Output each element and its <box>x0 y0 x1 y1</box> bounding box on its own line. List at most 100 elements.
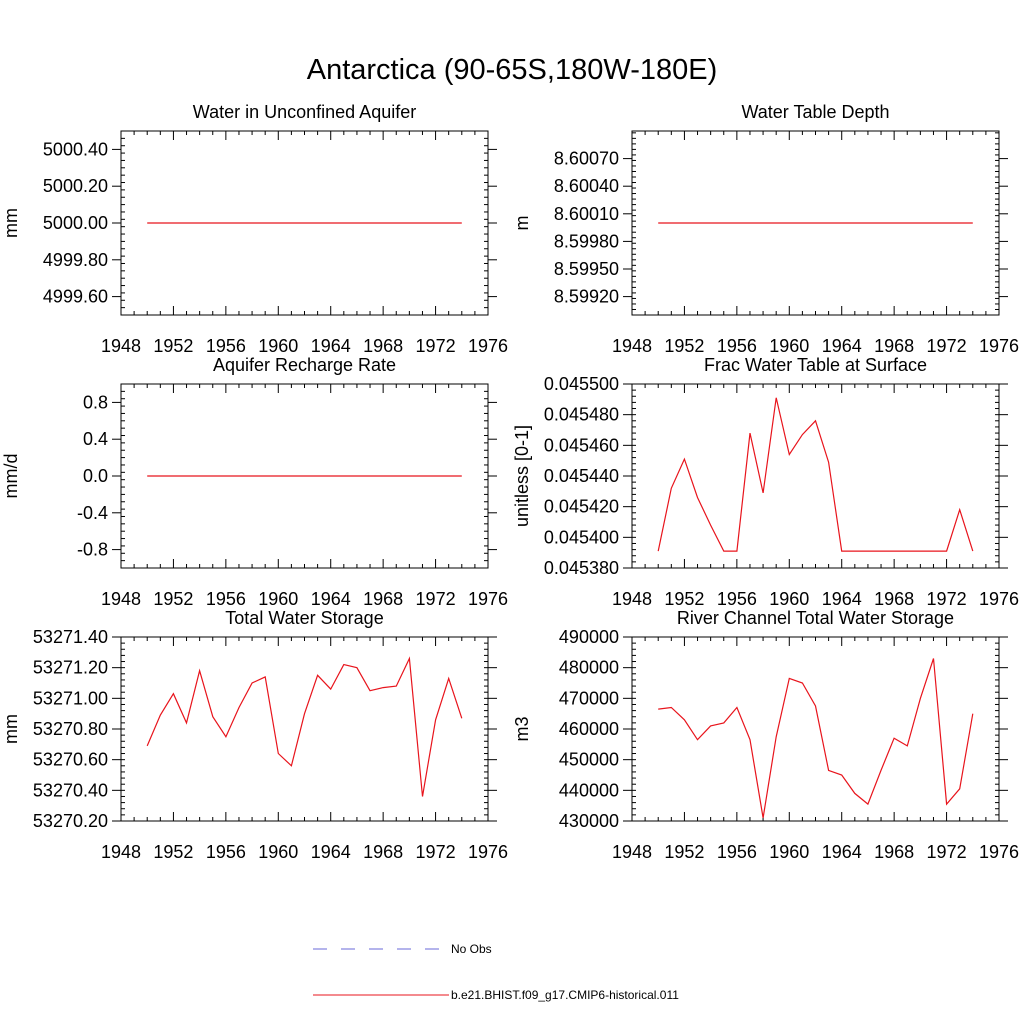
panel-3-xtick-label: 1972 <box>416 589 456 609</box>
panel-1-ytick-label: 4999.60 <box>43 287 108 307</box>
panel-3-xtick-label: 1956 <box>206 589 246 609</box>
panel-1-xtick-label: 1964 <box>311 336 351 356</box>
panel-2-ytick-label: 8.60070 <box>554 149 619 169</box>
panel-2-xtick-label: 1960 <box>769 336 809 356</box>
panel-6-ytick-label: 450000 <box>559 750 619 770</box>
panel-5-ytick-label: 53271.20 <box>33 658 108 678</box>
panel-2-xtick-label: 1968 <box>874 336 914 356</box>
panel-4-xtick-label: 1972 <box>927 589 967 609</box>
panel-4-ytick-label: 0.045400 <box>544 527 619 547</box>
panel-2-xtick-label: 1956 <box>717 336 757 356</box>
panel-3-xtick-label: 1976 <box>468 589 508 609</box>
panel-5-ytick-label: 53270.60 <box>33 750 108 770</box>
panel-5-ytick-label: 53271.00 <box>33 688 108 708</box>
panel-6-xtick-label: 1964 <box>822 842 862 862</box>
panel-4-ytick-label: 0.045380 <box>544 558 619 578</box>
panel-2-ytick-label: 8.59980 <box>554 231 619 251</box>
panel-1-ytick-label: 5000.40 <box>43 139 108 159</box>
panel-4-xtick-label: 1952 <box>664 589 704 609</box>
panel-1-xtick-label: 1976 <box>468 336 508 356</box>
panel-6-series-line <box>658 658 974 818</box>
panel-5-ylabel: mm <box>1 714 21 744</box>
panel-1-xtick-label: 1960 <box>258 336 298 356</box>
panel-4-xtick-label: 1968 <box>874 589 914 609</box>
panel-2-xtick-label: 1948 <box>612 336 652 356</box>
panel-1-xtick-label: 1968 <box>363 336 403 356</box>
panel-3-ytick-label: -0.4 <box>77 503 108 523</box>
panel-3-xtick-label: 1952 <box>153 589 193 609</box>
panel-4-ytick-label: 0.045480 <box>544 405 619 425</box>
panel-1-title: Water in Unconfined Aquifer <box>193 102 416 122</box>
panel-2-xtick-label: 1976 <box>979 336 1019 356</box>
panel-5-ytick-label: 53271.40 <box>33 627 108 647</box>
panel-2-xtick-label: 1964 <box>822 336 862 356</box>
panel-3-title: Aquifer Recharge Rate <box>213 355 396 375</box>
panel-6-xtick-label: 1972 <box>927 842 967 862</box>
panel-5-xtick-label: 1960 <box>258 842 298 862</box>
panel-5-ytick-label: 53270.80 <box>33 719 108 739</box>
panel-5-xtick-label: 1968 <box>363 842 403 862</box>
panel-2-xtick-label: 1952 <box>664 336 704 356</box>
panel-5-ytick-label: 53270.20 <box>33 811 108 831</box>
panel-4-title: Frac Water Table at Surface <box>704 355 927 375</box>
panel-2-title: Water Table Depth <box>741 102 889 122</box>
panel-6-ytick-label: 490000 <box>559 627 619 647</box>
panel-5-plot-frame <box>120 636 489 822</box>
panel-5-xtick-label: 1956 <box>206 842 246 862</box>
panel-6-ytick-label: 480000 <box>559 658 619 678</box>
panel-1-xtick-label: 1952 <box>153 336 193 356</box>
panel-2-ylabel: m <box>512 216 532 231</box>
panel-4-xtick-label: 1956 <box>717 589 757 609</box>
panel-3-xtick-label: 1968 <box>363 589 403 609</box>
panel-4-xtick-label: 1960 <box>769 589 809 609</box>
panel-3-ytick-label: -0.8 <box>77 540 108 560</box>
panel-2-ytick-label: 8.60010 <box>554 204 619 224</box>
panel-1-xtick-label: 1972 <box>416 336 456 356</box>
panel-6-ytick-label: 430000 <box>559 811 619 831</box>
panel-3-ytick-label: 0.0 <box>83 466 108 486</box>
panel-6-xtick-label: 1968 <box>874 842 914 862</box>
panel-4-ytick-label: 0.045500 <box>544 374 619 394</box>
panel-1-xtick-label: 1956 <box>206 336 246 356</box>
panel-3-xtick-label: 1960 <box>258 589 298 609</box>
panel-3-ylabel: mm/d <box>1 454 21 499</box>
panel-5-xtick-label: 1964 <box>311 842 351 862</box>
panel-6-xtick-label: 1976 <box>979 842 1019 862</box>
panel-1-ytick-label: 5000.20 <box>43 176 108 196</box>
panel-6-ytick-label: 470000 <box>559 688 619 708</box>
panel-6-ytick-label: 460000 <box>559 719 619 739</box>
panel-6-plot-frame <box>631 636 1000 822</box>
panel-4-xtick-label: 1948 <box>612 589 652 609</box>
panel-1-ytick-label: 5000.00 <box>43 213 108 233</box>
panel-4-ytick-label: 0.045440 <box>544 466 619 486</box>
panel-4-xtick-label: 1964 <box>822 589 862 609</box>
panel-6-xtick-label: 1952 <box>664 842 704 862</box>
panel-4-ytick-label: 0.045420 <box>544 497 619 517</box>
panel-2-ytick-label: 8.60040 <box>554 176 619 196</box>
panel-4-xtick-label: 1976 <box>979 589 1019 609</box>
panel-4-plot-frame <box>631 383 1000 569</box>
panel-6-ylabel: m3 <box>512 716 532 741</box>
panel-5-xtick-label: 1972 <box>416 842 456 862</box>
panel-1-xtick-label: 1948 <box>101 336 141 356</box>
panel-5-xtick-label: 1948 <box>101 842 141 862</box>
figure-title: Antarctica (90-65S,180W-180E) <box>306 54 718 86</box>
panel-5-series-line <box>146 656 463 797</box>
panel-1-ytick-label: 4999.80 <box>43 250 108 270</box>
panel-6-xtick-label: 1960 <box>769 842 809 862</box>
panel-6-title: River Channel Total Water Storage <box>677 608 954 628</box>
panel-5-title: Total Water Storage <box>225 608 383 628</box>
panel-6-xtick-label: 1956 <box>717 842 757 862</box>
panel-2-ytick-label: 8.59950 <box>554 259 619 279</box>
panel-3-xtick-label: 1948 <box>101 589 141 609</box>
panel-5-ytick-label: 53270.40 <box>33 780 108 800</box>
panel-2-xtick-label: 1972 <box>927 336 967 356</box>
panel-4-ytick-label: 0.045460 <box>544 435 619 455</box>
panel-3-ytick-label: 0.4 <box>83 429 108 449</box>
panel-1-ylabel: mm <box>1 208 21 238</box>
panel-5-xtick-label: 1976 <box>468 842 508 862</box>
panel-6-xtick-label: 1948 <box>612 842 652 862</box>
panel-5-xtick-label: 1952 <box>153 842 193 862</box>
panel-3-ytick-label: 0.8 <box>83 392 108 412</box>
